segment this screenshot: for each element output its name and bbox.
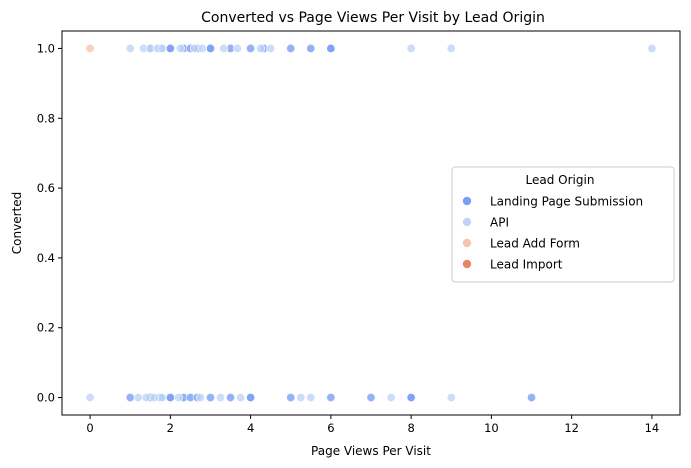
data-point bbox=[195, 393, 205, 403]
data-point bbox=[446, 393, 456, 403]
data-point bbox=[366, 393, 376, 403]
data-point bbox=[157, 43, 167, 53]
series-2 bbox=[85, 43, 95, 53]
x-tick-label: 8 bbox=[407, 421, 414, 435]
data-point bbox=[647, 43, 657, 53]
data-point bbox=[125, 393, 135, 403]
x-tick-label: 4 bbox=[247, 421, 254, 435]
legend-items: Landing Page Submission API Lead Add Form L… bbox=[462, 195, 643, 272]
data-point bbox=[197, 43, 207, 53]
data-point bbox=[246, 43, 256, 53]
legend-title: Lead Origin bbox=[526, 173, 595, 187]
points-layer bbox=[85, 43, 657, 403]
legend-marker bbox=[462, 196, 472, 206]
data-point bbox=[141, 393, 151, 403]
data-point bbox=[306, 393, 316, 403]
data-point bbox=[306, 43, 316, 53]
y-tick-label: 1.0 bbox=[37, 41, 55, 55]
data-point bbox=[189, 43, 199, 53]
data-point bbox=[527, 393, 537, 403]
data-point bbox=[165, 43, 175, 53]
data-point bbox=[286, 43, 296, 53]
x-tick-label: 14 bbox=[645, 421, 660, 435]
data-point bbox=[446, 43, 456, 53]
data-point bbox=[205, 43, 215, 53]
y-axis-label: Converted bbox=[10, 192, 24, 254]
legend-label: Lead Import bbox=[490, 258, 563, 272]
data-point bbox=[236, 393, 246, 403]
legend-frame bbox=[451, 166, 675, 283]
data-point bbox=[406, 43, 416, 53]
x-tick-label: 6 bbox=[327, 421, 334, 435]
data-point bbox=[133, 393, 143, 403]
legend-marker bbox=[462, 259, 472, 269]
data-point bbox=[165, 393, 175, 403]
y-tick-label: 0.0 bbox=[37, 391, 55, 405]
x-axis-label: Page Views Per Visit bbox=[311, 444, 431, 458]
legend-label: Lead Add Form bbox=[490, 237, 580, 251]
data-point bbox=[266, 43, 276, 53]
x-tick-label: 2 bbox=[167, 421, 174, 435]
data-point bbox=[173, 393, 183, 403]
axes-layer: 0 2 4 6 8 10 12 14 0.0 0.2 0.4 0.6 0.8 1.0 bbox=[37, 41, 660, 435]
data-point bbox=[232, 43, 242, 53]
legend: Lead Origin Landing Page Submission API Le… bbox=[451, 166, 675, 283]
y-tick-label: 0.6 bbox=[37, 181, 55, 195]
data-point bbox=[406, 393, 416, 403]
data-point bbox=[386, 393, 396, 403]
legend-label: API bbox=[490, 216, 509, 230]
series-1 bbox=[85, 43, 657, 403]
x-tick-label: 0 bbox=[86, 421, 93, 435]
data-point bbox=[149, 393, 159, 403]
data-point bbox=[296, 393, 306, 403]
data-point bbox=[326, 393, 336, 403]
data-point bbox=[226, 393, 236, 403]
chart-title: Converted vs Page Views Per Visit by Lea… bbox=[201, 10, 545, 26]
data-point bbox=[216, 393, 226, 403]
data-point bbox=[157, 393, 167, 403]
data-point bbox=[326, 43, 336, 53]
data-point bbox=[125, 43, 135, 53]
y-tick-label: 0.4 bbox=[37, 251, 55, 265]
data-point bbox=[246, 393, 256, 403]
data-point bbox=[256, 43, 266, 53]
legend-marker bbox=[462, 238, 472, 248]
data-point bbox=[175, 43, 185, 53]
legend-label: Landing Page Submission bbox=[490, 195, 643, 209]
x-tick-label: 12 bbox=[564, 421, 579, 435]
y-tick-label: 0.2 bbox=[37, 321, 55, 335]
x-tick-label: 10 bbox=[484, 421, 499, 435]
legend-marker bbox=[462, 217, 472, 227]
y-tick-label: 0.8 bbox=[37, 111, 55, 125]
data-point bbox=[205, 393, 215, 403]
data-point bbox=[85, 43, 95, 53]
data-point bbox=[286, 393, 296, 403]
data-point bbox=[219, 43, 229, 53]
data-point bbox=[85, 393, 95, 403]
